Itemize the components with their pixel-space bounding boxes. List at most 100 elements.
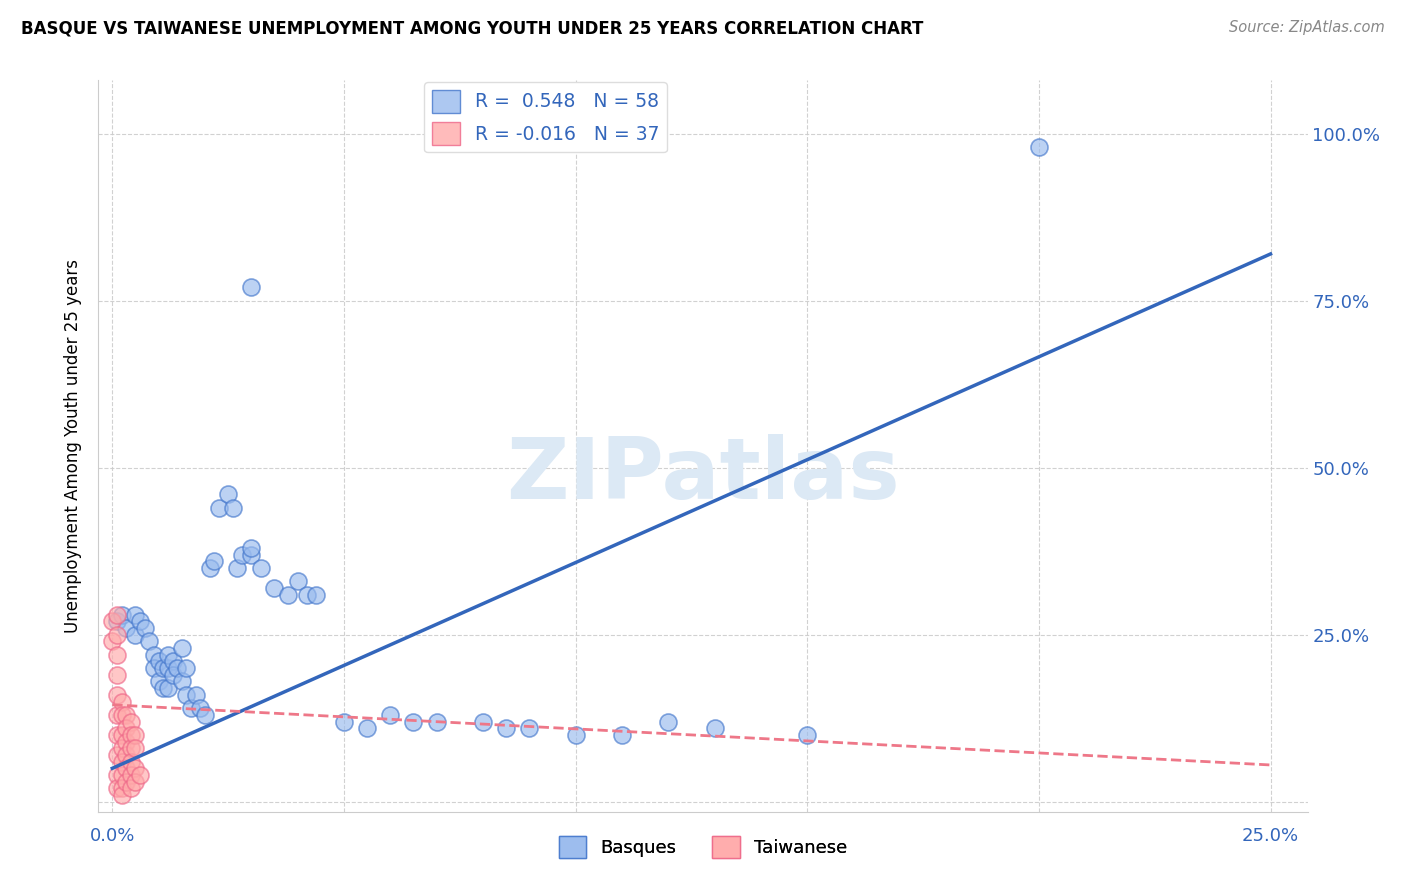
Point (166, 661, 188, 675)
Point (426, 714, 449, 729)
Point (152, 681, 174, 695)
Point (240, 280, 263, 294)
Point (333, 714, 356, 729)
Point (170, 674, 193, 689)
Point (120, 755, 142, 769)
Point (287, 574, 309, 589)
Point (105, 628, 128, 642)
Point (148, 674, 170, 689)
Point (129, 615, 152, 629)
Point (120, 728, 142, 742)
Point (105, 688, 128, 702)
Point (138, 634, 160, 648)
Point (194, 707, 217, 722)
Point (124, 741, 146, 756)
Point (115, 707, 138, 722)
Point (105, 728, 128, 742)
Point (305, 588, 328, 602)
Point (295, 588, 318, 602)
Point (120, 781, 142, 796)
Point (222, 500, 245, 515)
Point (110, 781, 132, 796)
Point (402, 714, 425, 729)
Point (148, 655, 170, 669)
Point (188, 701, 211, 715)
Point (226, 561, 249, 575)
Point (703, 721, 725, 735)
Point (471, 714, 494, 729)
Point (105, 707, 128, 722)
Point (564, 728, 586, 742)
Point (129, 768, 152, 782)
Point (120, 714, 142, 729)
Point (208, 500, 231, 515)
Point (110, 788, 132, 802)
Point (277, 588, 299, 602)
Point (495, 721, 517, 735)
Point (105, 781, 128, 796)
Y-axis label: Unemployment Among Youth under 25 years: Unemployment Among Youth under 25 years (65, 259, 83, 633)
Point (517, 721, 540, 735)
Point (124, 607, 146, 622)
Text: BASQUE VS TAIWANESE UNEMPLOYMENT AMONG YOUTH UNDER 25 YEARS CORRELATION CHART: BASQUE VS TAIWANESE UNEMPLOYMENT AMONG Y… (21, 20, 924, 37)
Point (110, 694, 132, 708)
Point (105, 747, 128, 762)
Text: 25.0%: 25.0% (1241, 827, 1299, 845)
Point (110, 707, 132, 722)
Point (610, 728, 633, 742)
Point (184, 688, 207, 702)
Point (202, 554, 225, 568)
Point (105, 648, 128, 662)
Legend: Basques, Taiwanese: Basques, Taiwanese (551, 829, 855, 865)
Point (110, 741, 132, 756)
Point (115, 774, 138, 789)
Point (105, 667, 128, 681)
Point (156, 661, 179, 675)
Point (101, 615, 124, 629)
Point (110, 607, 132, 622)
Point (143, 648, 166, 662)
Point (162, 667, 184, 681)
Point (240, 548, 263, 562)
Point (120, 768, 142, 782)
Point (156, 681, 179, 695)
Point (170, 641, 193, 656)
Point (156, 648, 179, 662)
Point (162, 655, 184, 669)
Point (1028, 140, 1050, 154)
Point (143, 661, 166, 675)
Point (198, 561, 221, 575)
Point (124, 628, 146, 642)
Point (217, 487, 239, 501)
Point (124, 761, 146, 775)
Point (380, 707, 402, 722)
Point (115, 734, 138, 748)
Point (134, 621, 156, 635)
Text: 0.0%: 0.0% (90, 827, 135, 845)
Text: Source: ZipAtlas.com: Source: ZipAtlas.com (1229, 20, 1385, 35)
Point (105, 768, 128, 782)
Point (124, 774, 146, 789)
Point (101, 634, 124, 648)
Point (115, 721, 138, 735)
Point (110, 768, 132, 782)
Point (176, 661, 198, 675)
Point (115, 761, 138, 775)
Point (115, 621, 138, 635)
Point (180, 701, 202, 715)
Point (249, 561, 271, 575)
Point (115, 747, 138, 762)
Point (231, 548, 253, 562)
Point (657, 714, 679, 729)
Point (176, 688, 198, 702)
Point (120, 741, 142, 756)
Point (240, 541, 263, 555)
Text: ZIPatlas: ZIPatlas (506, 434, 900, 516)
Point (124, 728, 146, 742)
Point (105, 607, 128, 622)
Point (796, 728, 818, 742)
Point (263, 581, 285, 595)
Point (105, 615, 128, 629)
Point (356, 721, 378, 735)
Point (110, 755, 132, 769)
